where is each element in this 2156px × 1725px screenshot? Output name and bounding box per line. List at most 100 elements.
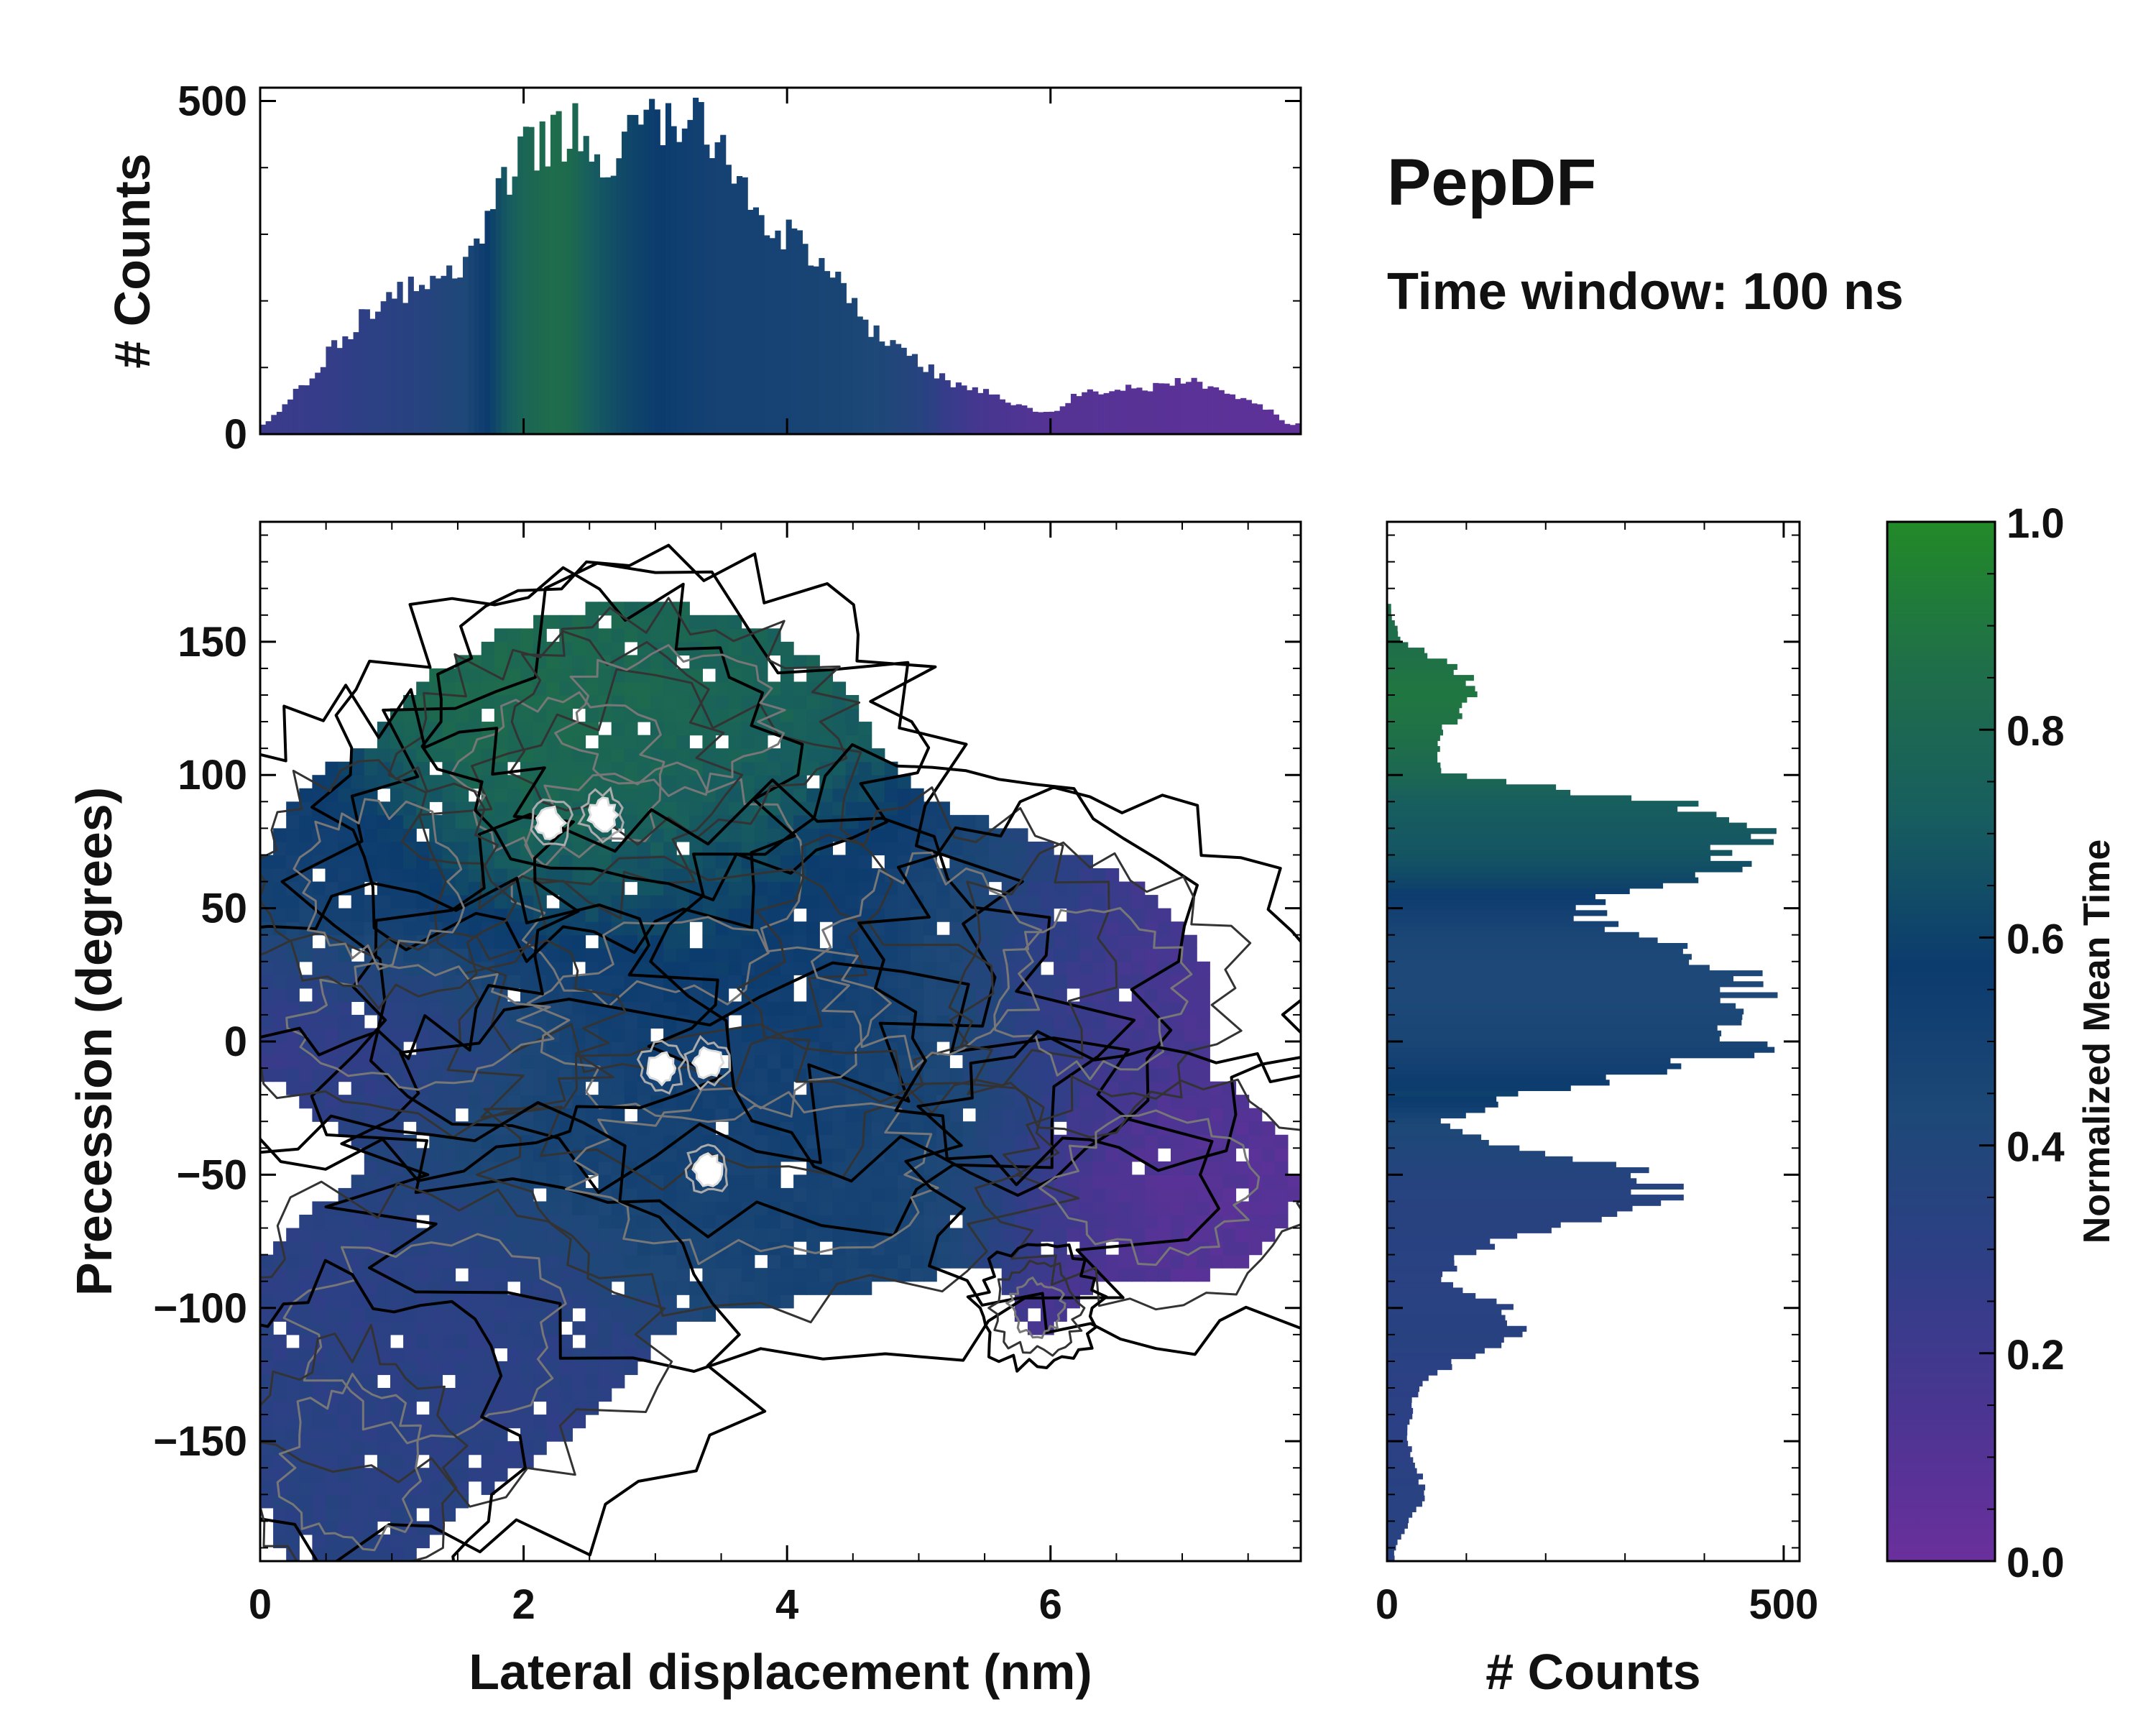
heatmap-cell — [911, 1254, 924, 1269]
top-hist-bar — [287, 399, 294, 434]
heatmap-cell — [390, 1201, 404, 1215]
heatmap-cell — [585, 961, 599, 975]
heatmap-cell — [273, 1534, 287, 1549]
right-hist-bar — [1387, 675, 1474, 681]
heatmap-cell — [884, 1215, 898, 1229]
heatmap-cell — [390, 1441, 404, 1455]
heatmap-cell — [494, 1321, 508, 1335]
right-hist-bar — [1387, 1386, 1419, 1392]
top-hist-bar — [1098, 394, 1105, 434]
heatmap-cell — [923, 1028, 937, 1042]
heatmap-cell — [1235, 1174, 1250, 1189]
heatmap-cell — [598, 668, 612, 683]
heatmap-cell — [988, 1187, 1003, 1202]
top-hist-bar — [911, 354, 918, 434]
heatmap-cell — [1171, 921, 1184, 936]
heatmap-cell — [1054, 1307, 1067, 1322]
right-hist-bar — [1387, 910, 1608, 916]
top-hist-bar — [336, 348, 343, 434]
heatmap-cell — [260, 1294, 274, 1309]
heatmap-cell — [403, 961, 417, 975]
heatmap-cell — [403, 921, 417, 936]
heatmap-cell — [377, 748, 391, 763]
heatmap-cell — [1144, 1254, 1158, 1269]
heatmap-cell — [1067, 921, 1080, 936]
top-hist-bar — [605, 177, 612, 434]
heatmap-cell — [1079, 868, 1093, 883]
contour-line — [966, 1243, 1108, 1373]
colorbar-tick-label: 0.4 — [2007, 1124, 2065, 1171]
y-tick-label: 50 — [201, 886, 247, 932]
heatmap-cell — [325, 1281, 339, 1295]
heatmap-cell — [624, 681, 638, 696]
heatmap-cell — [572, 934, 586, 949]
heatmap-cell — [1144, 934, 1158, 949]
heatmap-cell — [1210, 1201, 1223, 1215]
heatmap-cell — [442, 1361, 456, 1376]
heatmap-cell — [780, 1268, 794, 1282]
heatmap-cell — [416, 1334, 430, 1348]
heatmap-cell — [494, 1201, 508, 1215]
heatmap-cell — [299, 1215, 313, 1229]
heatmap-cell — [858, 1187, 872, 1202]
heatmap-cell — [637, 1254, 651, 1269]
heatmap-cell — [767, 1041, 781, 1056]
heatmap-cell — [637, 655, 651, 669]
heatmap-cell — [832, 722, 847, 736]
heatmap-cell — [1054, 1215, 1067, 1229]
heatmap-cell — [676, 1095, 690, 1109]
heatmap-cell — [1184, 1121, 1197, 1136]
heatmap-cell — [754, 881, 768, 896]
top-hist-bar — [589, 161, 595, 434]
top-hist-bar — [260, 424, 267, 434]
heatmap-cell — [338, 988, 352, 1002]
heatmap-cell — [611, 1307, 625, 1322]
heatmap-cell — [325, 1228, 339, 1242]
heatmap-cell — [429, 1374, 443, 1389]
heatmap-cell — [650, 855, 664, 869]
heatmap-cell — [1210, 1174, 1223, 1189]
heatmap-cell — [598, 1054, 612, 1069]
heatmap-cell — [754, 1241, 768, 1256]
heatmap-cell — [702, 975, 717, 989]
heatmap-cell — [624, 1321, 638, 1335]
heatmap-cell — [897, 828, 911, 842]
heatmap-cell — [1118, 881, 1133, 896]
heatmap-cell — [520, 1161, 534, 1175]
heatmap-cell — [585, 1201, 599, 1215]
heatmap-cell — [442, 1507, 456, 1522]
heatmap-cell — [351, 1547, 365, 1561]
heatmap-cell — [312, 895, 326, 909]
heatmap-cell — [1041, 895, 1054, 909]
heatmap-cell — [325, 1547, 339, 1561]
heatmap-cell — [377, 868, 391, 883]
heatmap-cell — [1027, 934, 1041, 949]
right-hist-bar — [1387, 1325, 1527, 1332]
heatmap-cell — [455, 828, 469, 842]
heatmap-cell — [260, 908, 274, 922]
heatmap-cell — [312, 961, 326, 975]
heatmap-cell — [767, 1228, 781, 1242]
heatmap-cell — [923, 948, 937, 962]
heatmap-cell — [1054, 961, 1067, 975]
heatmap-cell — [598, 1201, 612, 1215]
heatmap-cell — [780, 1134, 794, 1149]
heatmap-cell — [1079, 975, 1093, 989]
heatmap-cell — [429, 1134, 443, 1149]
heatmap-cell — [806, 895, 820, 909]
heatmap-cell — [897, 788, 911, 802]
y-tick-label: 150 — [178, 619, 247, 666]
heatmap-cell — [1222, 1187, 1237, 1202]
heatmap-cell — [494, 1228, 508, 1242]
heatmap-cell — [702, 1215, 717, 1229]
heatmap-cell — [806, 695, 820, 709]
heatmap-cell — [663, 748, 677, 763]
heatmap-cell — [338, 801, 352, 816]
heatmap-cell — [559, 655, 573, 669]
heatmap-cell — [455, 1215, 469, 1229]
heatmap-cell — [468, 1081, 482, 1095]
top-hist-bar — [315, 372, 321, 434]
heatmap-cell — [676, 668, 690, 683]
top-hist-bar — [550, 114, 557, 434]
heatmap-cell — [1144, 1215, 1158, 1229]
